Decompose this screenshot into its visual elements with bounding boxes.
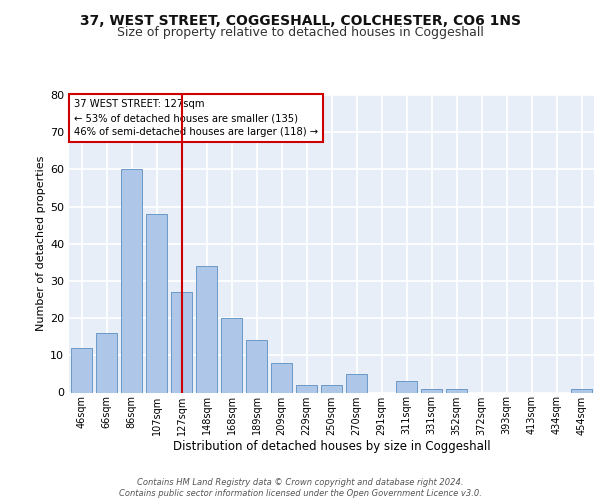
Bar	[196, 266, 217, 392]
Bar	[321, 385, 342, 392]
Text: Size of property relative to detached houses in Coggeshall: Size of property relative to detached ho…	[116, 26, 484, 39]
Text: 37 WEST STREET: 127sqm
← 53% of detached houses are smaller (135)
46% of semi-de: 37 WEST STREET: 127sqm ← 53% of detached…	[74, 100, 319, 138]
Bar	[296, 385, 317, 392]
Bar	[146, 214, 167, 392]
Bar	[171, 292, 192, 392]
Bar	[446, 389, 467, 392]
Text: Contains HM Land Registry data © Crown copyright and database right 2024.
Contai: Contains HM Land Registry data © Crown c…	[119, 478, 481, 498]
Bar	[346, 374, 367, 392]
Bar	[571, 389, 592, 392]
Bar	[96, 333, 117, 392]
X-axis label: Distribution of detached houses by size in Coggeshall: Distribution of detached houses by size …	[173, 440, 490, 453]
Bar	[71, 348, 92, 393]
Bar	[221, 318, 242, 392]
Bar	[246, 340, 267, 392]
Bar	[121, 170, 142, 392]
Y-axis label: Number of detached properties: Number of detached properties	[36, 156, 46, 332]
Bar	[271, 363, 292, 392]
Text: 37, WEST STREET, COGGESHALL, COLCHESTER, CO6 1NS: 37, WEST STREET, COGGESHALL, COLCHESTER,…	[79, 14, 521, 28]
Bar	[396, 382, 417, 392]
Bar	[421, 389, 442, 392]
